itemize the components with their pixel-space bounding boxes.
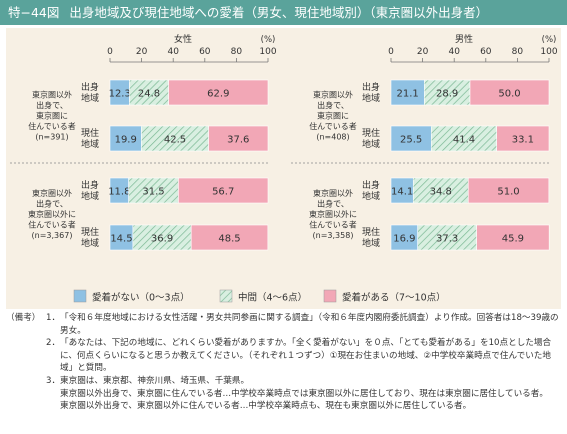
data-label: 25.5 — [400, 135, 422, 146]
tick-label: 80 — [512, 47, 524, 57]
legend-swatch-none — [73, 289, 87, 303]
note-row-5: 東京圏以外出身で、東京圏以外に住んでいる者…中学校卒業時点も、現在も東京圏以外に… — [6, 400, 561, 413]
tick-label: 80 — [231, 47, 243, 57]
bar-segment-middle — [417, 224, 477, 251]
bar-segment-some — [178, 177, 269, 204]
data-label: 37.6 — [227, 135, 249, 146]
bar-segment-some — [208, 125, 269, 152]
data-label: 24.8 — [138, 89, 160, 100]
tick-label: 60 — [199, 47, 211, 57]
data-label: 21.1 — [397, 89, 419, 100]
notes-head: （備考） — [6, 313, 41, 323]
bar-segment-none — [390, 79, 425, 106]
data-label: 31.5 — [142, 187, 164, 198]
data-label: 36.9 — [151, 234, 173, 245]
legend-swatch-middle — [219, 289, 233, 303]
note-text: 東京圏以外出身で、東京圏に住んでいる者…中学校卒業時点では東京圏以外に居住してお… — [60, 388, 548, 399]
data-label: 45.9 — [502, 234, 524, 245]
data-label: 50.0 — [498, 89, 520, 100]
bar-segment-none — [390, 224, 419, 251]
note-text: 東京圏以外出身で、東京圏以外に住んでいる者…中学校卒業時点も、現在も東京圏以外に… — [60, 401, 472, 412]
tick-label: 20 — [136, 47, 148, 57]
unit-label: (%) — [542, 35, 557, 45]
row-label: 出身地域 — [81, 81, 99, 104]
tick-label: 20 — [417, 47, 429, 57]
chart-panel: 女性 (%) 0 20 40 60 80 100 東京圏以外出身で、東京圏に住んでいる者(n=3… — [6, 28, 561, 283]
data-label: 62.9 — [207, 89, 229, 100]
legend-swatch-some — [323, 289, 337, 303]
data-label: 28.9 — [436, 89, 458, 100]
tick-label: 0 — [107, 47, 113, 57]
row-label: 出身地域 — [362, 81, 380, 104]
unit-label: (%) — [261, 35, 276, 45]
data-label: 14.1 — [391, 187, 413, 198]
tick-label: 0 — [388, 47, 394, 57]
legend-label-none: 愛着がない（0〜3点） — [92, 292, 190, 304]
group-label: 東京圏以外出身で、東京圏に住んでいる者(n=391) — [28, 89, 76, 141]
note-row-1: （備考） 1． 「令和６年度地域における女性活躍・男女共同参画に関する調査」（令… — [6, 312, 561, 337]
legend-label-middle: 中間（4〜6点） — [238, 292, 307, 304]
row-label: 出身地域 — [81, 179, 99, 202]
bar-segment-some — [496, 125, 550, 152]
group-label: 東京圏以外出身で、東京圏以外に住んでいる者(n=3,358) — [309, 188, 357, 240]
figure-title: 出身地域及び現住地域への愛着（男女、現住地域別）（東京圏以外出身者） — [69, 5, 489, 20]
row-label: 現住地域 — [81, 127, 99, 150]
figure-number: 特−44図 — [8, 5, 60, 20]
data-label: 48.5 — [218, 234, 240, 245]
row-label: 出身地域 — [362, 179, 380, 202]
data-label: 12.3 — [109, 89, 131, 100]
note-text: 東京圏は、東京都、神奈川県、埼玉県、千葉県。 — [60, 375, 250, 386]
legend-area: 愛着がない（0〜3点） 中間（4〜6点） 愛着がある（7〜10点） — [73, 289, 446, 304]
notes: （備考） 1． 「令和６年度地域における女性活躍・男女共同参画に関する調査」（令… — [6, 312, 561, 413]
note-text: 「令和６年度地域における女性活躍・男女共同参画に関する調査」（令和６年度内閣府委… — [60, 313, 559, 336]
data-label: 14.5 — [110, 234, 132, 245]
row-label: 現住地域 — [362, 127, 380, 150]
data-label: 42.5 — [164, 135, 186, 146]
note-row-2: 2． 「あなたは、下記の地域に、どれくらい愛着がありますか。「全く愛着がない」を… — [6, 337, 561, 375]
tick-label: 40 — [448, 47, 460, 57]
tick-label: 60 — [480, 47, 492, 57]
data-label: 34.8 — [430, 187, 452, 198]
row-label: 現住地域 — [362, 226, 380, 249]
bar-segment-middle — [430, 125, 498, 152]
tick-label: 100 — [259, 47, 276, 57]
figure-title-bar: 特−44図 出身地域及び現住地域への愛着（男女、現住地域別）（東京圏以外出身者） — [0, 0, 567, 25]
data-label: 56.7 — [212, 187, 234, 198]
data-label: 37.3 — [436, 234, 458, 245]
note-text: 「あなたは、下記の地域に、どれくらい愛着がありますか。「全く愛着がない」を０点、… — [60, 338, 552, 374]
bar-segment-some — [190, 224, 269, 251]
data-label: 16.9 — [393, 234, 415, 245]
bar-segment-some — [168, 79, 269, 106]
panel-title: 女性 — [174, 33, 192, 45]
tick-label: 100 — [540, 47, 557, 57]
group-label: 東京圏以外出身で、東京圏に住んでいる者(n=408) — [309, 89, 357, 141]
note-row-4: 東京圏以外出身で、東京圏に住んでいる者…中学校卒業時点では東京圏以外に居住してお… — [6, 388, 561, 401]
bar-segment-some — [467, 177, 550, 204]
bar-segment-some — [476, 224, 550, 251]
bar-segment-none — [390, 125, 432, 152]
panel-title: 男性 — [455, 33, 473, 45]
chart-area: 女性 (%) 0 20 40 60 80 100 東京圏以外出身で、東京圏に住んでいる者(n=3… — [10, 33, 558, 251]
bar-segment-middle — [128, 177, 179, 204]
tick-label: 40 — [167, 47, 179, 57]
data-label: 19.9 — [115, 135, 137, 146]
group-label: 東京圏以外出身で、東京圏以外に住んでいる者(n=3,367) — [28, 188, 76, 240]
bar-segment-none — [109, 125, 142, 152]
data-label: 11.8 — [108, 187, 130, 198]
note-row-3: 3． 東京圏は、東京都、神奈川県、埼玉県、千葉県。 — [6, 375, 561, 388]
legend-label-some: 愛着がある（7〜10点） — [342, 292, 446, 304]
data-label: 33.1 — [512, 135, 534, 146]
data-label: 51.0 — [497, 187, 519, 198]
data-label: 41.4 — [453, 135, 475, 146]
note-number: 2． — [46, 338, 61, 349]
legend: 愛着がない（0〜3点） 中間（4〜6点） 愛着がある（7〜10点） — [6, 283, 561, 309]
bar-segment-middle — [132, 224, 192, 251]
note-number: 3． — [46, 375, 61, 386]
note-number: 1． — [46, 313, 61, 323]
bar-segment-middle — [141, 125, 209, 152]
bar-segment-some — [469, 79, 550, 106]
row-label: 現住地域 — [81, 226, 99, 249]
